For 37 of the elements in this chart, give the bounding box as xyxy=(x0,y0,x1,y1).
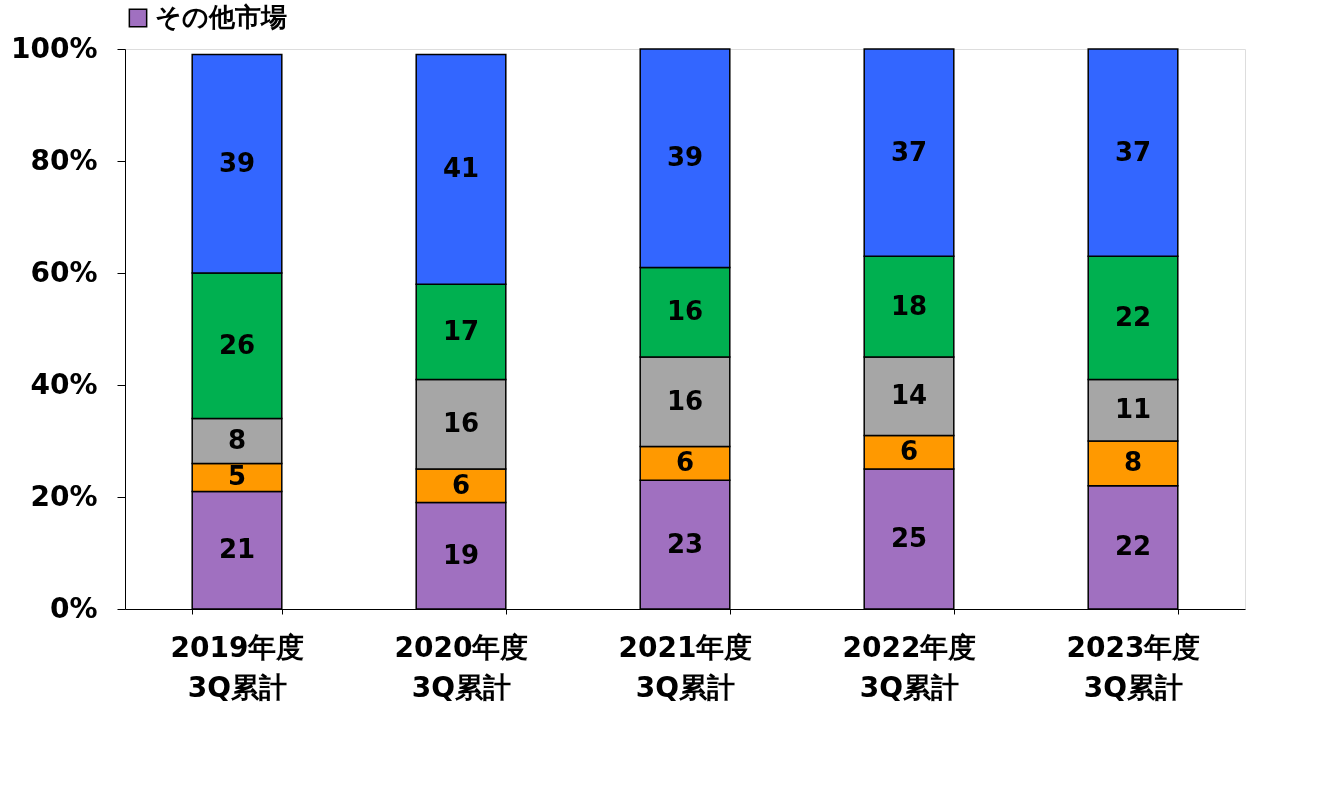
data-label: 6 xyxy=(675,447,695,478)
x-tick-label: 2022年度 3Q累計 xyxy=(842,630,977,704)
data-label: 11 xyxy=(1114,394,1152,425)
data-label: 21 xyxy=(218,534,256,565)
data-label: 8 xyxy=(227,425,247,455)
data-label: 37 xyxy=(1114,136,1152,167)
data-label: 25 xyxy=(890,523,928,553)
data-label: 5 xyxy=(227,461,247,492)
data-label: 6 xyxy=(899,436,919,467)
data-label: 17 xyxy=(442,315,480,346)
data-label: 26 xyxy=(218,329,256,360)
data-label: 39 xyxy=(218,147,256,178)
data-label: 41 xyxy=(442,153,480,184)
y-tick-label: 20% xyxy=(30,479,98,513)
y-tick-label: 40% xyxy=(30,367,98,401)
data-label: 22 xyxy=(1114,301,1152,332)
data-label: 16 xyxy=(442,408,480,439)
data-label: 19 xyxy=(442,539,480,570)
data-label: 37 xyxy=(890,136,928,167)
x-tick-label: 2023年度 3Q累計 xyxy=(1066,630,1201,704)
data-label: 22 xyxy=(1114,531,1152,562)
data-label: 39 xyxy=(666,142,704,173)
y-tick-label: 80% xyxy=(30,143,98,177)
x-tick-label: 2020年度 3Q累計 xyxy=(394,630,529,704)
data-label: 6 xyxy=(451,469,471,500)
data-label: 16 xyxy=(666,385,704,416)
data-label: 18 xyxy=(890,290,928,321)
x-tick-label: 2021年度 3Q累計 xyxy=(618,630,753,704)
y-tick-label: 100% xyxy=(10,31,98,65)
data-label: 23 xyxy=(666,528,704,559)
data-label: 16 xyxy=(666,296,704,327)
data-label: 8 xyxy=(1123,447,1143,478)
y-tick-label: 60% xyxy=(30,255,98,289)
data-label: 14 xyxy=(890,380,928,411)
y-tick-label: 0% xyxy=(49,591,98,625)
x-tick-label: 2019年度 3Q累計 xyxy=(170,630,305,704)
legend-label: その他市場 xyxy=(155,2,287,32)
